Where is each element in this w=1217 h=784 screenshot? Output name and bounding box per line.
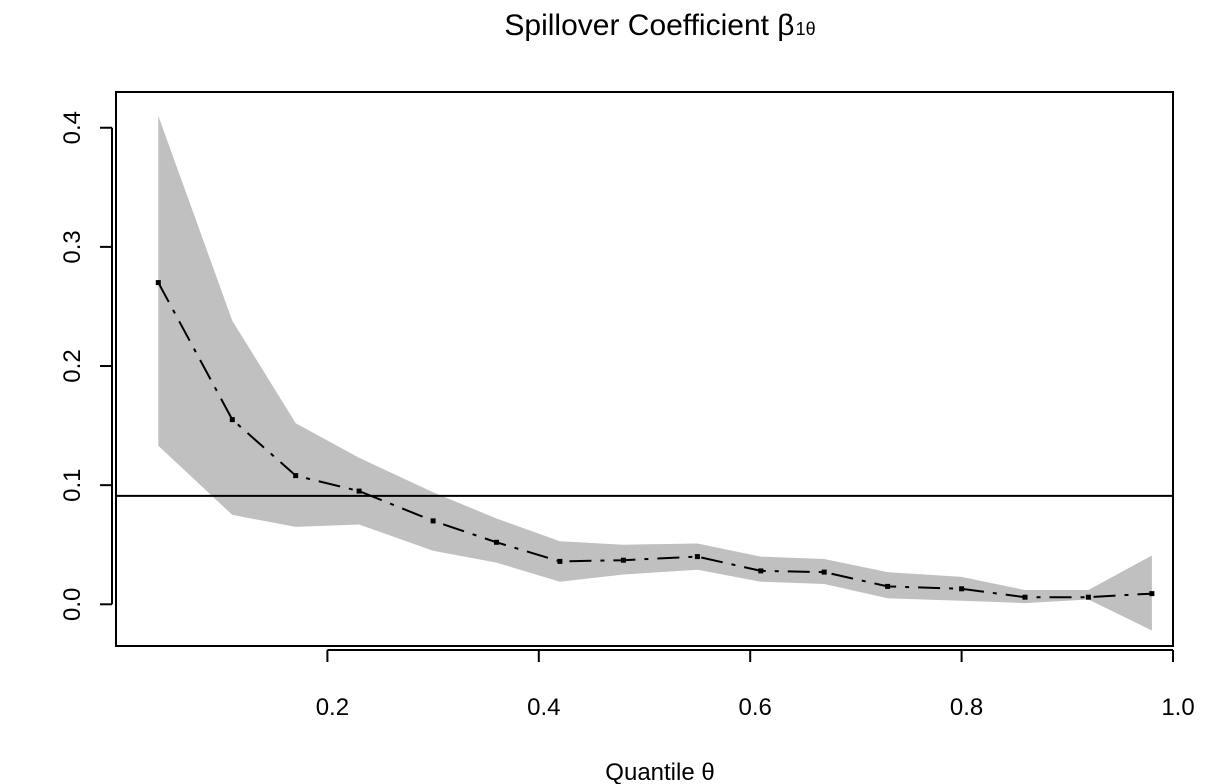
data-point — [821, 569, 827, 575]
chart-title-main: Spillover Coefficient β — [504, 9, 794, 42]
data-point — [229, 417, 235, 423]
y-tick-label: 0.4 — [59, 111, 86, 144]
y-tick-label: 0.2 — [59, 349, 86, 382]
y-tick-label: 0.0 — [59, 588, 86, 621]
data-point — [356, 488, 362, 494]
chart-title: Spillover Coefficient β1θ — [504, 9, 815, 42]
plot-area — [115, 91, 1174, 647]
data-point — [620, 557, 626, 563]
x-tick-label: 0.2 — [316, 694, 349, 721]
data-point — [155, 280, 161, 286]
data-point — [293, 473, 299, 479]
x-axis-label: Quantile θ — [605, 759, 714, 784]
data-point — [885, 583, 891, 589]
x-tick-label: 0.6 — [739, 694, 772, 721]
data-point — [758, 568, 764, 574]
data-point — [694, 554, 700, 560]
data-point — [959, 586, 965, 592]
y-tick-label: 0.3 — [59, 230, 86, 263]
y-tick-label: 0.1 — [59, 469, 86, 502]
data-point — [494, 539, 499, 545]
data-point — [1085, 594, 1091, 600]
data-point — [430, 518, 436, 524]
chart-title-subscript: 1θ — [796, 19, 816, 39]
x-axis: 0.2 0.4 0.6 0.8 1.0 — [316, 649, 1195, 721]
x-tick-label: 0.8 — [950, 694, 983, 721]
x-tick-label: 1.0 — [1161, 694, 1194, 721]
confidence-band — [158, 115, 1152, 631]
data-point — [1022, 594, 1028, 600]
data-point — [1149, 591, 1155, 597]
x-tick-label: 0.4 — [527, 694, 560, 721]
plot-frame — [115, 91, 1174, 647]
series-line-0 — [157, 282, 1152, 599]
y-axis: 0.0 0.1 0.2 0.3 0.4 — [59, 111, 113, 621]
data-point — [557, 558, 563, 564]
